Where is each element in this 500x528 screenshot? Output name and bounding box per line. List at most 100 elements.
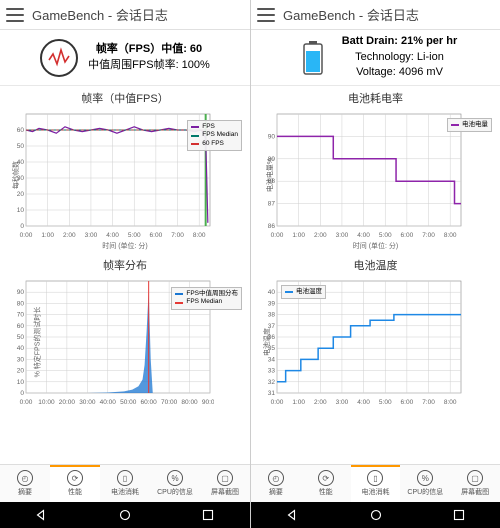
left-pane: GameBench - 会话日志帧率（FPS）中值: 60中值周围FPS帧率: … bbox=[0, 0, 250, 528]
tab-电池消耗[interactable]: ▯电池消耗 bbox=[351, 465, 401, 502]
right-chart-1: 电池耗电率0:001:002:003:004:005:006:007:008:0… bbox=[255, 90, 496, 251]
nav-home-icon[interactable] bbox=[367, 506, 385, 524]
right-chart-2: 电池温度0:001:002:003:004:005:006:007:008:00… bbox=[255, 257, 496, 407]
tab-label: 摘要 bbox=[269, 487, 283, 497]
tab-label: 摘要 bbox=[18, 487, 32, 497]
left-chart-1-xlabel: 时间 (单位: 分) bbox=[4, 241, 246, 251]
tab-icon: % bbox=[417, 470, 433, 486]
svg-text:8:00: 8:00 bbox=[444, 232, 457, 239]
nav-recent-icon[interactable] bbox=[199, 506, 217, 524]
titlebar-text: GameBench - 会话日志 bbox=[283, 5, 419, 24]
svg-text:3:00: 3:00 bbox=[85, 232, 98, 239]
svg-text:34: 34 bbox=[268, 356, 276, 363]
svg-text:70: 70 bbox=[17, 312, 25, 319]
svg-text:4:00: 4:00 bbox=[106, 232, 119, 239]
charts-area[interactable]: 帧率（中值FPS）0:001:002:003:004:005:006:007:0… bbox=[0, 86, 250, 464]
svg-text:60: 60 bbox=[17, 323, 25, 330]
svg-text:6:00: 6:00 bbox=[401, 399, 414, 406]
left-chart-2: 帧率分布0:0010:0020:0030:0040:0050:0060:0070… bbox=[4, 257, 246, 407]
tab-icon: % bbox=[167, 470, 183, 486]
summary-card: Batt Drain: 21% per hrTechnology: Li-ion… bbox=[251, 30, 500, 86]
menu-icon[interactable] bbox=[6, 8, 24, 22]
svg-text:32: 32 bbox=[268, 379, 276, 386]
tab-CPU的信息[interactable]: %CPU的信息 bbox=[400, 465, 450, 502]
svg-text:8:00: 8:00 bbox=[444, 399, 457, 406]
svg-text:4:00: 4:00 bbox=[357, 399, 370, 406]
tab-性能[interactable]: ⟳性能 bbox=[50, 465, 100, 502]
tab-icon: ▯ bbox=[367, 470, 383, 486]
right-chart-1-xlabel: 时间 (单位: 分) bbox=[255, 241, 496, 251]
tab-icon: ▢ bbox=[467, 470, 483, 486]
tab-label: CPU的信息 bbox=[157, 487, 193, 497]
summary-card: 帧率（FPS）中值: 60中值周围FPS帧率: 100% bbox=[0, 30, 250, 86]
tab-icon: ⟳ bbox=[318, 470, 334, 486]
svg-text:60: 60 bbox=[17, 127, 25, 134]
svg-text:3:00: 3:00 bbox=[336, 399, 349, 406]
svg-text:1:00: 1:00 bbox=[292, 399, 305, 406]
titlebar: GameBench - 会话日志 bbox=[0, 0, 250, 30]
svg-text:33: 33 bbox=[268, 368, 276, 375]
svg-text:20: 20 bbox=[17, 368, 25, 375]
nav-recent-icon[interactable] bbox=[450, 506, 468, 524]
tab-性能[interactable]: ⟳性能 bbox=[301, 465, 351, 502]
right-chart-2-legend: 电池温度 bbox=[281, 285, 326, 299]
fps-icon bbox=[40, 39, 78, 77]
left-chart-1-ylabel: 每秒帧数 bbox=[11, 161, 21, 189]
svg-text:87: 87 bbox=[268, 201, 276, 208]
tab-电池消耗[interactable]: ▯电池消耗 bbox=[100, 465, 150, 502]
tab-屏幕截图[interactable]: ▢屏幕截图 bbox=[200, 465, 250, 502]
svg-text:0:00: 0:00 bbox=[20, 232, 33, 239]
nav-home-icon[interactable] bbox=[116, 506, 134, 524]
svg-text:8:00: 8:00 bbox=[193, 232, 206, 239]
svg-text:40:00: 40:00 bbox=[100, 399, 117, 406]
titlebar-text: GameBench - 会话日志 bbox=[32, 5, 168, 24]
tab-摘要[interactable]: ◴摘要 bbox=[0, 465, 50, 502]
svg-text:6:00: 6:00 bbox=[150, 232, 163, 239]
svg-text:20:00: 20:00 bbox=[59, 399, 76, 406]
svg-text:1:00: 1:00 bbox=[292, 232, 305, 239]
svg-text:10:00: 10:00 bbox=[38, 399, 55, 406]
svg-text:2:00: 2:00 bbox=[314, 232, 327, 239]
svg-text:80:00: 80:00 bbox=[181, 399, 198, 406]
tab-icon: ▢ bbox=[217, 470, 233, 486]
svg-text:80: 80 bbox=[17, 300, 25, 307]
tab-icon: ▯ bbox=[117, 470, 133, 486]
tab-icon: ◴ bbox=[17, 470, 33, 486]
svg-text:10: 10 bbox=[17, 207, 25, 214]
svg-text:50:00: 50:00 bbox=[120, 399, 137, 406]
svg-text:60:00: 60:00 bbox=[141, 399, 158, 406]
svg-text:7:00: 7:00 bbox=[422, 399, 435, 406]
summary-text: Batt Drain: 21% per hrTechnology: Li-ion… bbox=[342, 34, 458, 80]
svg-text:40: 40 bbox=[17, 345, 25, 352]
svg-text:50: 50 bbox=[17, 143, 25, 150]
bottom-tabbar: ◴摘要⟳性能▯电池消耗%CPU的信息▢屏幕截图 bbox=[251, 464, 500, 502]
svg-text:0: 0 bbox=[20, 223, 24, 230]
svg-text:50: 50 bbox=[17, 334, 25, 341]
svg-text:10: 10 bbox=[17, 379, 25, 386]
svg-text:5:00: 5:00 bbox=[128, 232, 141, 239]
tab-CPU的信息[interactable]: %CPU的信息 bbox=[150, 465, 200, 502]
android-navbar bbox=[251, 502, 500, 528]
svg-text:30:00: 30:00 bbox=[79, 399, 96, 406]
svg-text:20: 20 bbox=[17, 191, 25, 198]
left-chart-2-title: 帧率分布 bbox=[4, 257, 246, 273]
svg-text:90: 90 bbox=[17, 289, 25, 296]
svg-text:90: 90 bbox=[268, 133, 276, 140]
svg-text:5:00: 5:00 bbox=[379, 232, 392, 239]
nav-back-icon[interactable] bbox=[284, 506, 302, 524]
right-chart-2-ylabel: 电池温度 bbox=[262, 328, 272, 356]
tab-label: 屏幕截图 bbox=[211, 487, 239, 497]
tab-摘要[interactable]: ◴摘要 bbox=[251, 465, 301, 502]
android-navbar bbox=[0, 502, 250, 528]
svg-text:6:00: 6:00 bbox=[401, 232, 414, 239]
charts-area[interactable]: 电池耗电率0:001:002:003:004:005:006:007:008:0… bbox=[251, 86, 500, 464]
tab-label: 电池消耗 bbox=[361, 487, 389, 497]
svg-text:30: 30 bbox=[17, 356, 25, 363]
nav-back-icon[interactable] bbox=[33, 506, 51, 524]
left-chart-1-title: 帧率（中值FPS） bbox=[4, 90, 246, 106]
titlebar: GameBench - 会话日志 bbox=[251, 0, 500, 30]
svg-text:40: 40 bbox=[268, 289, 276, 296]
svg-text:7:00: 7:00 bbox=[422, 232, 435, 239]
tab-屏幕截图[interactable]: ▢屏幕截图 bbox=[450, 465, 500, 502]
menu-icon[interactable] bbox=[257, 8, 275, 22]
